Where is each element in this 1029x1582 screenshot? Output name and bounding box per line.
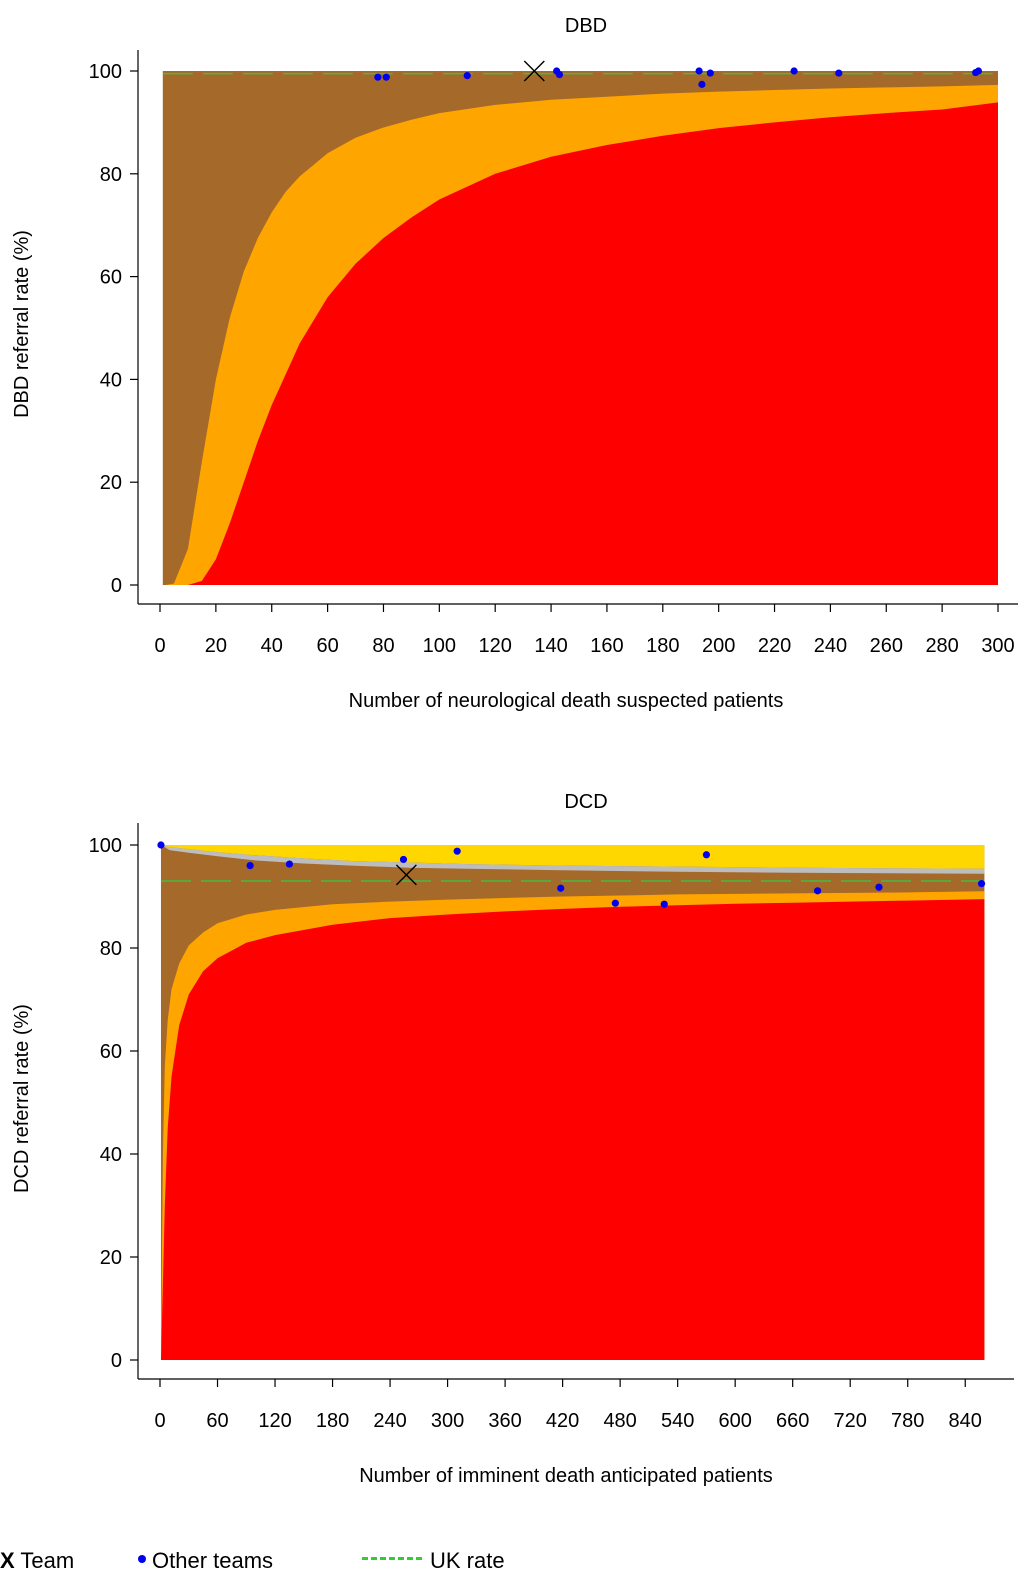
x-tick-label: 80 <box>372 635 394 657</box>
x-tick-label: 660 <box>776 1410 809 1432</box>
x-tick-label: 20 <box>205 635 227 657</box>
y-axis-title: DCD referral rate (%) <box>11 1004 33 1193</box>
x-tick-label: 40 <box>261 635 283 657</box>
other-team-point <box>698 80 706 88</box>
x-tick-label: 160 <box>590 635 623 657</box>
team-marker-stroke <box>395 864 417 886</box>
legend-uk-rate-label: UK rate <box>430 1548 505 1573</box>
legend-team-label: Team <box>20 1548 75 1573</box>
other-team-point <box>157 841 165 849</box>
x-tick-label: 240 <box>814 635 847 657</box>
y-tick-label: 80 <box>100 938 122 960</box>
x-tick-label: 140 <box>534 635 567 657</box>
other-team-point <box>611 899 619 907</box>
x-tick-label: 120 <box>258 1410 291 1432</box>
x-tick-label: 60 <box>206 1410 228 1432</box>
x-tick-label: 240 <box>373 1410 406 1432</box>
y-tick-label: 80 <box>100 164 122 186</box>
x-tick-label: 0 <box>154 1410 165 1432</box>
other-team-point <box>374 73 382 81</box>
other-team-point <box>660 900 668 908</box>
y-tick-label: 0 <box>111 1350 122 1372</box>
y-tick-label: 40 <box>100 1144 122 1166</box>
x-tick-label: 260 <box>870 635 903 657</box>
x-tick-label: 200 <box>702 635 735 657</box>
gray-band <box>161 845 985 874</box>
chart-title: DBD <box>565 15 607 37</box>
legend-dash-icon <box>362 1556 422 1560</box>
other-team-point <box>453 847 461 855</box>
other-team-point <box>835 69 843 77</box>
y-tick-label: 40 <box>100 369 122 391</box>
other-team-point <box>555 70 564 79</box>
x-tick-label: 180 <box>316 1410 349 1432</box>
y-axis-title: DBD referral rate (%) <box>11 230 33 418</box>
y-tick-label: 60 <box>100 267 122 289</box>
y-tick-label: 60 <box>100 1041 122 1063</box>
team-marker-stroke <box>523 60 545 82</box>
y-tick-label: 100 <box>89 61 122 83</box>
y-tick-label: 20 <box>100 1247 122 1269</box>
other-team-point <box>463 72 471 80</box>
x-tick-label: 300 <box>981 635 1014 657</box>
x-tick-label: 120 <box>479 635 512 657</box>
x-tick-label: 180 <box>646 635 679 657</box>
red-band <box>162 102 999 586</box>
x-tick-label: 0 <box>154 635 165 657</box>
x-tick-label: 360 <box>488 1410 521 1432</box>
other-team-point <box>706 69 714 77</box>
other-team-point <box>702 851 711 859</box>
x-tick-label: 420 <box>546 1410 579 1432</box>
x-axis-title: Number of imminent death anticipated pat… <box>359 1465 773 1487</box>
legend-uk-rate-entry: UK rate <box>362 1548 505 1574</box>
other-team-point <box>814 887 822 895</box>
y-tick-label: 0 <box>111 575 122 597</box>
x-tick-label: 840 <box>949 1410 982 1432</box>
legend-team-entry: X Team <box>0 1548 74 1574</box>
other-team-point <box>875 883 883 891</box>
dcd-chart-panel: 0 60 120 180 240 300 360 420 480 540 600 660 720 780 8… <box>11 791 1014 1487</box>
x-tick-label: 220 <box>758 635 791 657</box>
x-tick-label: 300 <box>431 1410 464 1432</box>
gold-band <box>161 845 985 869</box>
y-tick-label: 100 <box>89 835 122 857</box>
x-tick-label: 720 <box>834 1410 867 1432</box>
other-team-point <box>382 73 390 81</box>
x-tick-label: 100 <box>423 635 456 657</box>
other-team-point <box>974 67 983 75</box>
other-team-point <box>790 67 798 75</box>
other-team-point <box>557 884 565 892</box>
x-tick-label: 780 <box>891 1410 924 1432</box>
other-team-point <box>285 860 294 868</box>
red-band <box>161 899 985 1360</box>
x-tick-label: 60 <box>316 635 338 657</box>
x-tick-label: 480 <box>603 1410 636 1432</box>
chart-title: DCD <box>564 791 607 813</box>
funnel-charts: 0 20 40 60 80 100 120 140 160 180 200 220 240 260 280 3… <box>11 15 1018 1487</box>
team-marker <box>523 60 545 82</box>
other-team-point <box>399 855 408 864</box>
y-tick-label: 20 <box>100 472 122 494</box>
other-team-point <box>246 862 254 870</box>
legend-other-teams-entry: Other teams <box>138 1548 273 1574</box>
other-team-point <box>977 880 986 888</box>
x-tick-label: 600 <box>718 1410 751 1432</box>
legend-point-icon <box>138 1555 146 1564</box>
x-tick-label: 540 <box>661 1410 694 1432</box>
x-axis-title: Number of neurological death suspected p… <box>349 690 784 712</box>
x-tick-label: 280 <box>925 635 958 657</box>
legend: X Team Other teams UK rate <box>0 1548 1029 1582</box>
team-marker <box>395 864 417 886</box>
other-team-point <box>695 67 703 75</box>
legend-team-symbol: X <box>0 1548 15 1573</box>
dbd-chart-panel: 0 20 40 60 80 100 120 140 160 180 200 220 240 260 280 3… <box>11 15 1018 712</box>
legend-other-teams-label: Other teams <box>152 1548 274 1573</box>
